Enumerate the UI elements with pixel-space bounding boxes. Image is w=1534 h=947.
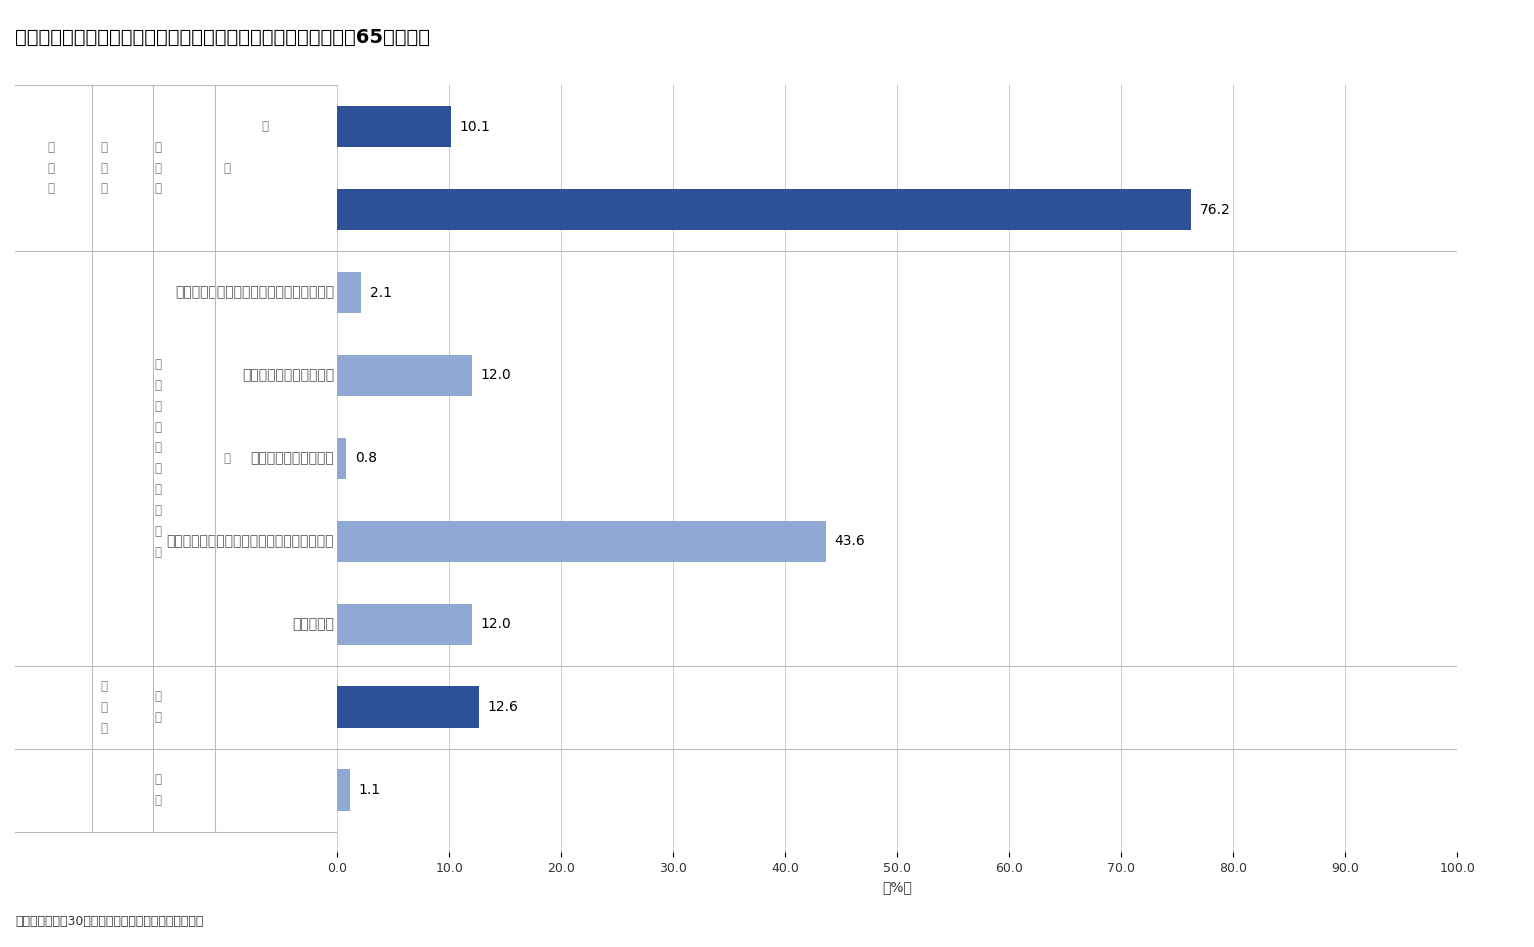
Text: 続: 続 [155, 483, 161, 496]
Bar [337, 188, 1190, 230]
Text: え: え [155, 162, 161, 174]
Text: 43.6: 43.6 [834, 534, 865, 548]
Text: 図表２　今後の住み替え・改善意向（主な家計を支える者の年齢65歳以上）: 図表２ 今後の住み替え・改善意向（主な家計を支える者の年齢65歳以上） [15, 28, 431, 47]
Bar [337, 769, 350, 811]
Text: 76.2: 76.2 [1200, 203, 1230, 217]
Text: れ: れ [155, 400, 161, 413]
Text: み: み [155, 462, 161, 475]
Text: 住: 住 [155, 441, 161, 455]
Text: ば: ば [101, 141, 107, 153]
Bar [337, 355, 472, 396]
Text: わからない: わからない [293, 617, 334, 632]
Text: リフォーム・建て替えいずれも考えていない: リフォーム・建て替えいずれも考えていない [167, 534, 334, 548]
X-axis label: （%）: （%） [882, 881, 913, 895]
Text: 10.1: 10.1 [460, 119, 491, 134]
Text: 替: 替 [155, 141, 161, 153]
Bar [337, 603, 472, 645]
Text: （資料）「平成30年住生活総合調査」（国土交通省）: （資料）「平成30年住生活総合調査」（国土交通省） [15, 915, 204, 928]
Text: け: け [155, 504, 161, 517]
Text: で: で [48, 141, 54, 153]
Text: た: た [155, 525, 161, 538]
Bar [337, 438, 347, 479]
Text: 12.0: 12.0 [480, 617, 511, 632]
Bar [337, 521, 825, 563]
Text: 12.0: 12.0 [480, 368, 511, 383]
Text: ら: ら [262, 120, 268, 134]
Text: リフォーム・建て替えどちらも考えている: リフォーム・建て替えどちらも考えている [175, 286, 334, 299]
Text: で: で [155, 358, 161, 371]
Text: い: い [155, 545, 161, 559]
Text: ば: ば [155, 420, 161, 434]
Text: い: い [224, 162, 230, 174]
Text: か: か [101, 701, 107, 714]
Text: き: き [48, 162, 54, 174]
Text: 明: 明 [155, 794, 161, 807]
Text: 2.1: 2.1 [370, 286, 393, 299]
Text: な: な [155, 690, 161, 704]
Text: 0.8: 0.8 [356, 452, 377, 465]
Text: た: た [155, 183, 161, 195]
Bar [337, 106, 451, 148]
Text: い: い [155, 711, 161, 724]
Text: 12.6: 12.6 [488, 700, 518, 714]
Text: き: き [155, 379, 161, 392]
Text: れ: れ [48, 183, 54, 195]
Text: わ: わ [101, 680, 107, 693]
Text: 1.1: 1.1 [359, 783, 380, 797]
Text: 住: 住 [101, 162, 107, 174]
Text: ら: ら [101, 722, 107, 735]
Bar [337, 272, 360, 313]
Text: い: い [224, 452, 230, 465]
Text: 建て替えを考えている: 建て替えを考えている [250, 452, 334, 465]
Bar [337, 687, 479, 728]
Text: リフォームを考えている: リフォームを考えている [242, 368, 334, 383]
Text: 不: 不 [155, 773, 161, 786]
Text: み: み [101, 183, 107, 195]
